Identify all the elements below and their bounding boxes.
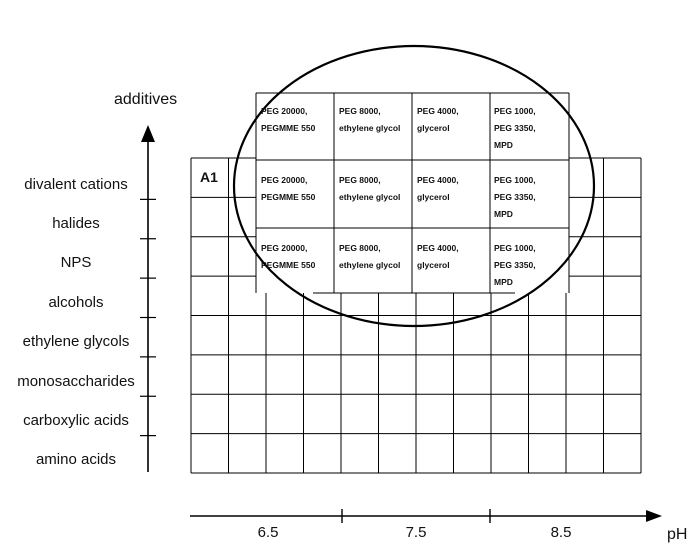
inset-cell-text: PEG 1000, PEG 3350, MPD [494,106,536,150]
y-axis-ticks [140,198,156,437]
inset-cell-text: PEG 20000, PEGMME 550 [261,106,316,133]
x-axis-arrowhead [646,510,662,522]
y-category-label: alcohols [48,293,104,311]
y-category-label: halides [52,215,100,233]
inset-table [255,92,570,294]
inset-cell-text: PEG 8000, ethylene glycol [339,243,401,270]
y-axis-title: additives [114,91,178,108]
inset-cell-text: PEG 4000, glycerol [417,106,459,133]
x-axis-title: pH [667,526,688,543]
x-tick-label: 6.5 [257,524,279,541]
inset-cell-text: PEG 4000, glycerol [417,175,459,202]
y-category-label: monosaccharides [17,372,135,390]
inset-cell-text: PEG 1000, PEG 3350, MPD [494,243,536,287]
y-category-label: ethylene glycols [22,333,130,351]
x-tick-label: 8.5 [550,524,572,541]
inset-cell-text: PEG 20000, PEGMME 550 [261,175,316,202]
inset-cell-text: PEG 8000, ethylene glycol [339,106,401,133]
y-category-label: carboxylic acids [23,411,129,429]
inset-cell-text: PEG 20000, PEGMME 550 [261,243,316,270]
x-tick-label: 7.5 [405,524,427,541]
y-category-label: amino acids [35,451,117,469]
inset-cell-text: PEG 8000, ethylene glycol [339,175,401,202]
inset-cell-text: PEG 1000, PEG 3350, MPD [494,175,536,219]
inset-cell-text: PEG 4000, glycerol [417,243,459,270]
corner-well-label: A1 [200,169,218,185]
y-category-label: divalent cations [24,175,128,193]
y-category-label: NPS [60,254,92,272]
y-axis-arrowhead [141,125,155,142]
magnifier-circle [232,44,596,328]
